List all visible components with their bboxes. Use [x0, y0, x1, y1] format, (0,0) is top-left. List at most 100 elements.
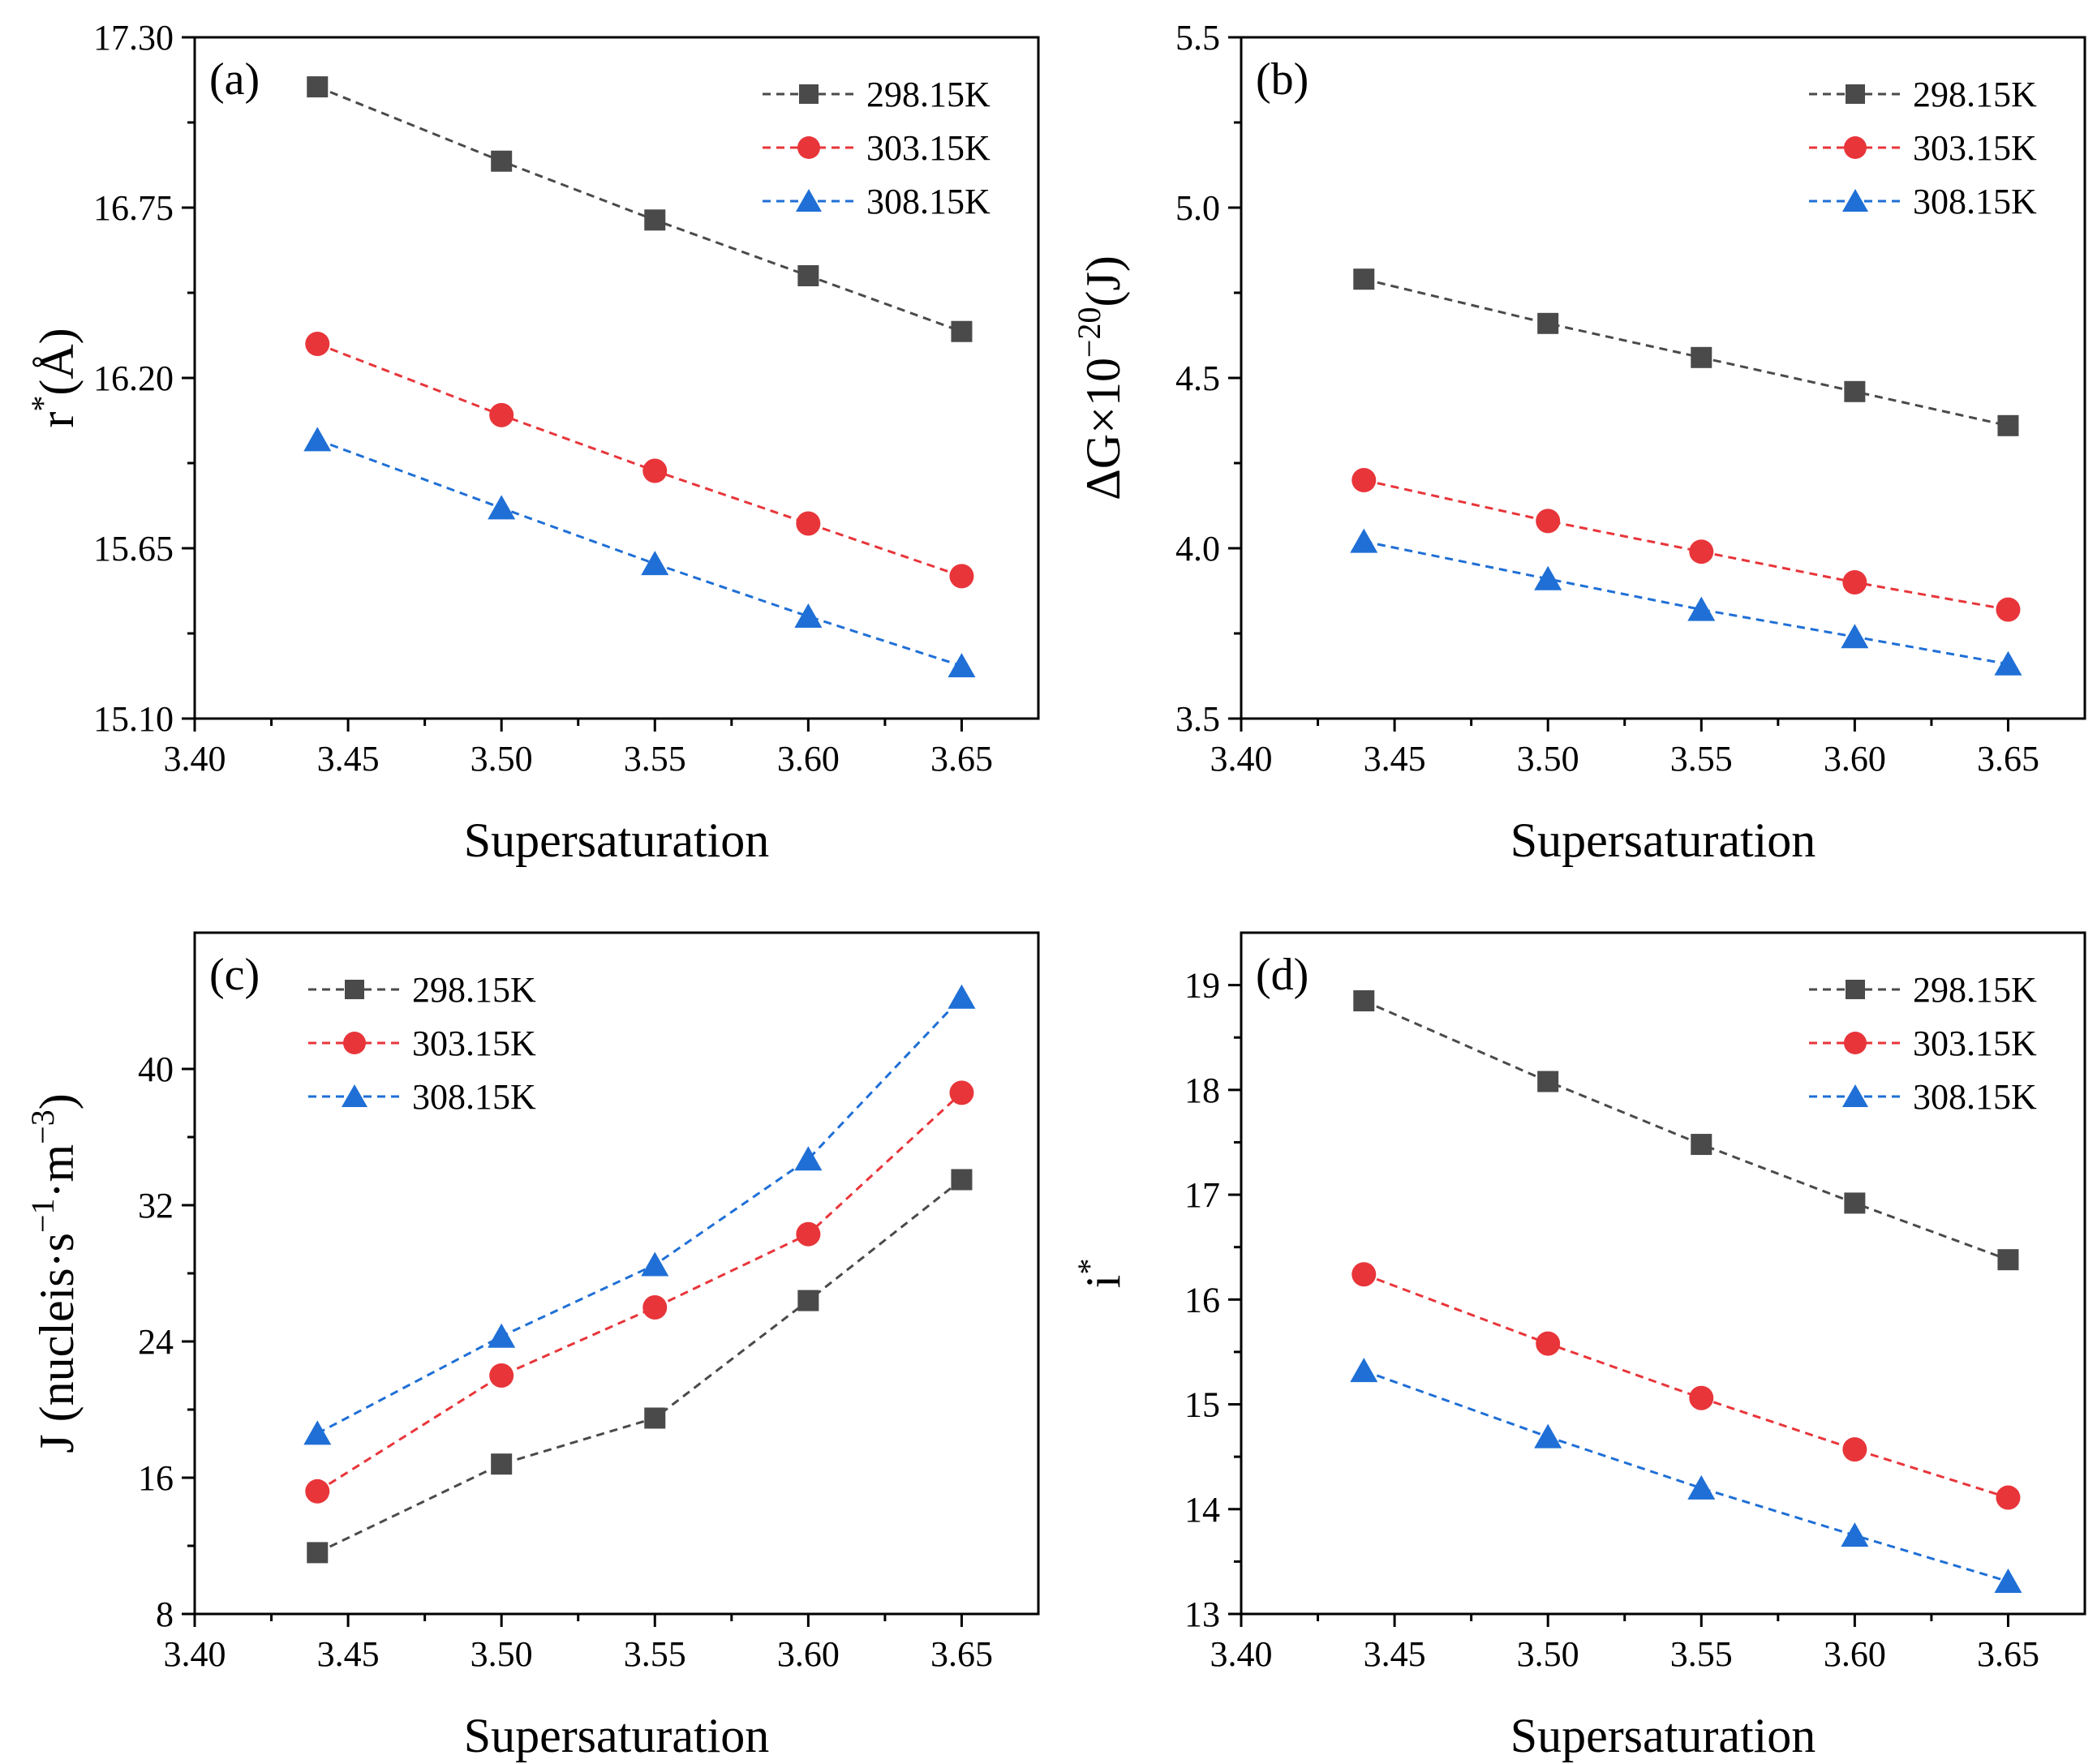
- x-tick-label: 3.55: [1670, 1634, 1733, 1674]
- legend-marker: [343, 1032, 366, 1054]
- legend-label: 298.15K: [866, 75, 990, 114]
- data-point: [1996, 597, 2021, 622]
- data-point: [1536, 509, 1561, 534]
- data-point: [796, 511, 821, 536]
- series-line: [316, 1092, 963, 1493]
- legend-marker: [345, 980, 364, 999]
- legend-label: 298.15K: [412, 970, 536, 1010]
- series-308.15K: [303, 984, 976, 1445]
- y-tick-label: 5.0: [1175, 188, 1220, 228]
- legend: 298.15K 303.15K 308.15K: [308, 970, 536, 1117]
- y-axis-title-part: (J): [1076, 255, 1130, 307]
- y-axis-title-part: r: [30, 412, 84, 428]
- x-axis-title: Supersaturation: [464, 813, 770, 867]
- y-tick-label: 3.5: [1175, 699, 1220, 739]
- legend-marker: [1844, 1032, 1867, 1054]
- panel-label: (b): [1256, 54, 1308, 105]
- x-tick-label: 3.65: [1977, 739, 2039, 779]
- data-point: [491, 1453, 513, 1475]
- y-tick-label: 4.0: [1175, 529, 1220, 569]
- plot-frame: [1240, 931, 2086, 1616]
- legend-label: 303.15K: [412, 1024, 536, 1063]
- y-axis-title-part: *: [1071, 1259, 1107, 1275]
- data-point: [951, 1169, 973, 1191]
- y-tick-label: 5.5: [1175, 18, 1220, 58]
- x-tick-label: 3.55: [1670, 739, 1733, 779]
- panel-d: 3.40 3.45 3.50 3.55 3.60 3.65 13 14 15 16 17 18 19 Su…: [1071, 931, 2086, 1762]
- y-tick-label: 16.20: [93, 358, 174, 398]
- x-tick-label: 3.50: [1517, 739, 1579, 779]
- panel-label: (a): [209, 54, 260, 105]
- data-point: [644, 1407, 666, 1429]
- y-axis-title-part: J (nucleis·s: [30, 1233, 84, 1453]
- legend-marker: [1846, 980, 1865, 999]
- data-point: [949, 1080, 974, 1105]
- x-tick-label: 3.60: [1824, 1634, 1886, 1674]
- series-298.15K: [307, 1169, 973, 1564]
- legend-label: 298.15K: [1913, 75, 2037, 114]
- x-tick-label: 3.50: [1517, 1634, 1579, 1674]
- data-point: [303, 427, 332, 452]
- y-tick-label: 17: [1184, 1175, 1220, 1215]
- series-308.15K: [303, 427, 976, 678]
- data-point: [489, 1363, 514, 1388]
- legend-label: 303.15K: [1913, 1024, 2037, 1063]
- data-point: [1536, 1331, 1561, 1356]
- y-axis-title-part: ΔG×10: [1076, 358, 1130, 500]
- y-tick-label: 15.65: [93, 529, 174, 569]
- data-point: [1353, 990, 1375, 1011]
- x-tick-label: 3.40: [1210, 1634, 1273, 1674]
- data-point: [796, 1221, 821, 1247]
- legend-label: 308.15K: [1913, 182, 2037, 221]
- legend-label: 303.15K: [1913, 128, 2037, 168]
- series-303.15K: [1351, 468, 2021, 622]
- panel-a: 3.40 3.45 3.50 3.55 3.60 3.65 15.10 15.65 16.20 1…: [24, 18, 1040, 867]
- data-point: [641, 1251, 669, 1277]
- data-point: [1687, 1474, 1716, 1500]
- data-point: [305, 1479, 330, 1504]
- data-point: [305, 332, 330, 356]
- series-line: [1363, 479, 2009, 612]
- data-point: [1687, 596, 1716, 621]
- data-point: [488, 495, 516, 520]
- x-tick-label: 3.55: [624, 1634, 686, 1674]
- data-point: [1841, 1522, 1869, 1547]
- legend-marker: [1842, 1084, 1868, 1107]
- y-axis-title-part: i: [1076, 1275, 1130, 1289]
- series-line: [316, 342, 962, 577]
- panel-c: 3.40 3.45 3.50 3.55 3.60 3.65 8 16 24 32 40 Supersa…: [24, 931, 1040, 1762]
- legend-label: 308.15K: [1913, 1077, 2037, 1117]
- x-tick-label: 3.65: [930, 739, 993, 779]
- legend-marker: [796, 189, 822, 212]
- y-tick-label: 17.30: [93, 18, 174, 58]
- legend: 298.15K 303.15K 308.15K: [1809, 970, 2037, 1117]
- data-point: [1842, 570, 1867, 594]
- series-308.15K: [1350, 1358, 2022, 1593]
- y-tick-label: 16: [1184, 1280, 1220, 1320]
- y-axis-title-part: −1: [24, 1199, 61, 1234]
- legend-label: 298.15K: [1913, 970, 2037, 1010]
- legend-label: 303.15K: [866, 128, 990, 168]
- x-axis-title: Supersaturation: [464, 1709, 770, 1762]
- series-line: [316, 438, 962, 667]
- x-tick-label: 3.45: [1364, 1634, 1426, 1674]
- data-point: [642, 1295, 668, 1320]
- series-line: [1363, 1273, 2009, 1499]
- data-point: [644, 209, 666, 231]
- data-point: [1994, 650, 2022, 676]
- x-tick-label: 3.60: [777, 1634, 840, 1674]
- y-axis-title-part: (Å): [30, 328, 84, 395]
- y-axis-title-part: ·m: [30, 1144, 84, 1199]
- x-tick-label: 3.50: [471, 739, 533, 779]
- x-tick-label: 3.65: [1977, 1634, 2039, 1674]
- data-point: [797, 265, 819, 286]
- legend-label: 308.15K: [412, 1077, 536, 1117]
- data-point: [489, 402, 514, 427]
- data-point: [1997, 1249, 2019, 1271]
- legend-marker: [342, 1084, 367, 1107]
- data-point: [303, 1420, 332, 1445]
- data-point: [1691, 346, 1712, 368]
- panel-label: (c): [209, 950, 260, 1000]
- data-point: [1844, 380, 1866, 402]
